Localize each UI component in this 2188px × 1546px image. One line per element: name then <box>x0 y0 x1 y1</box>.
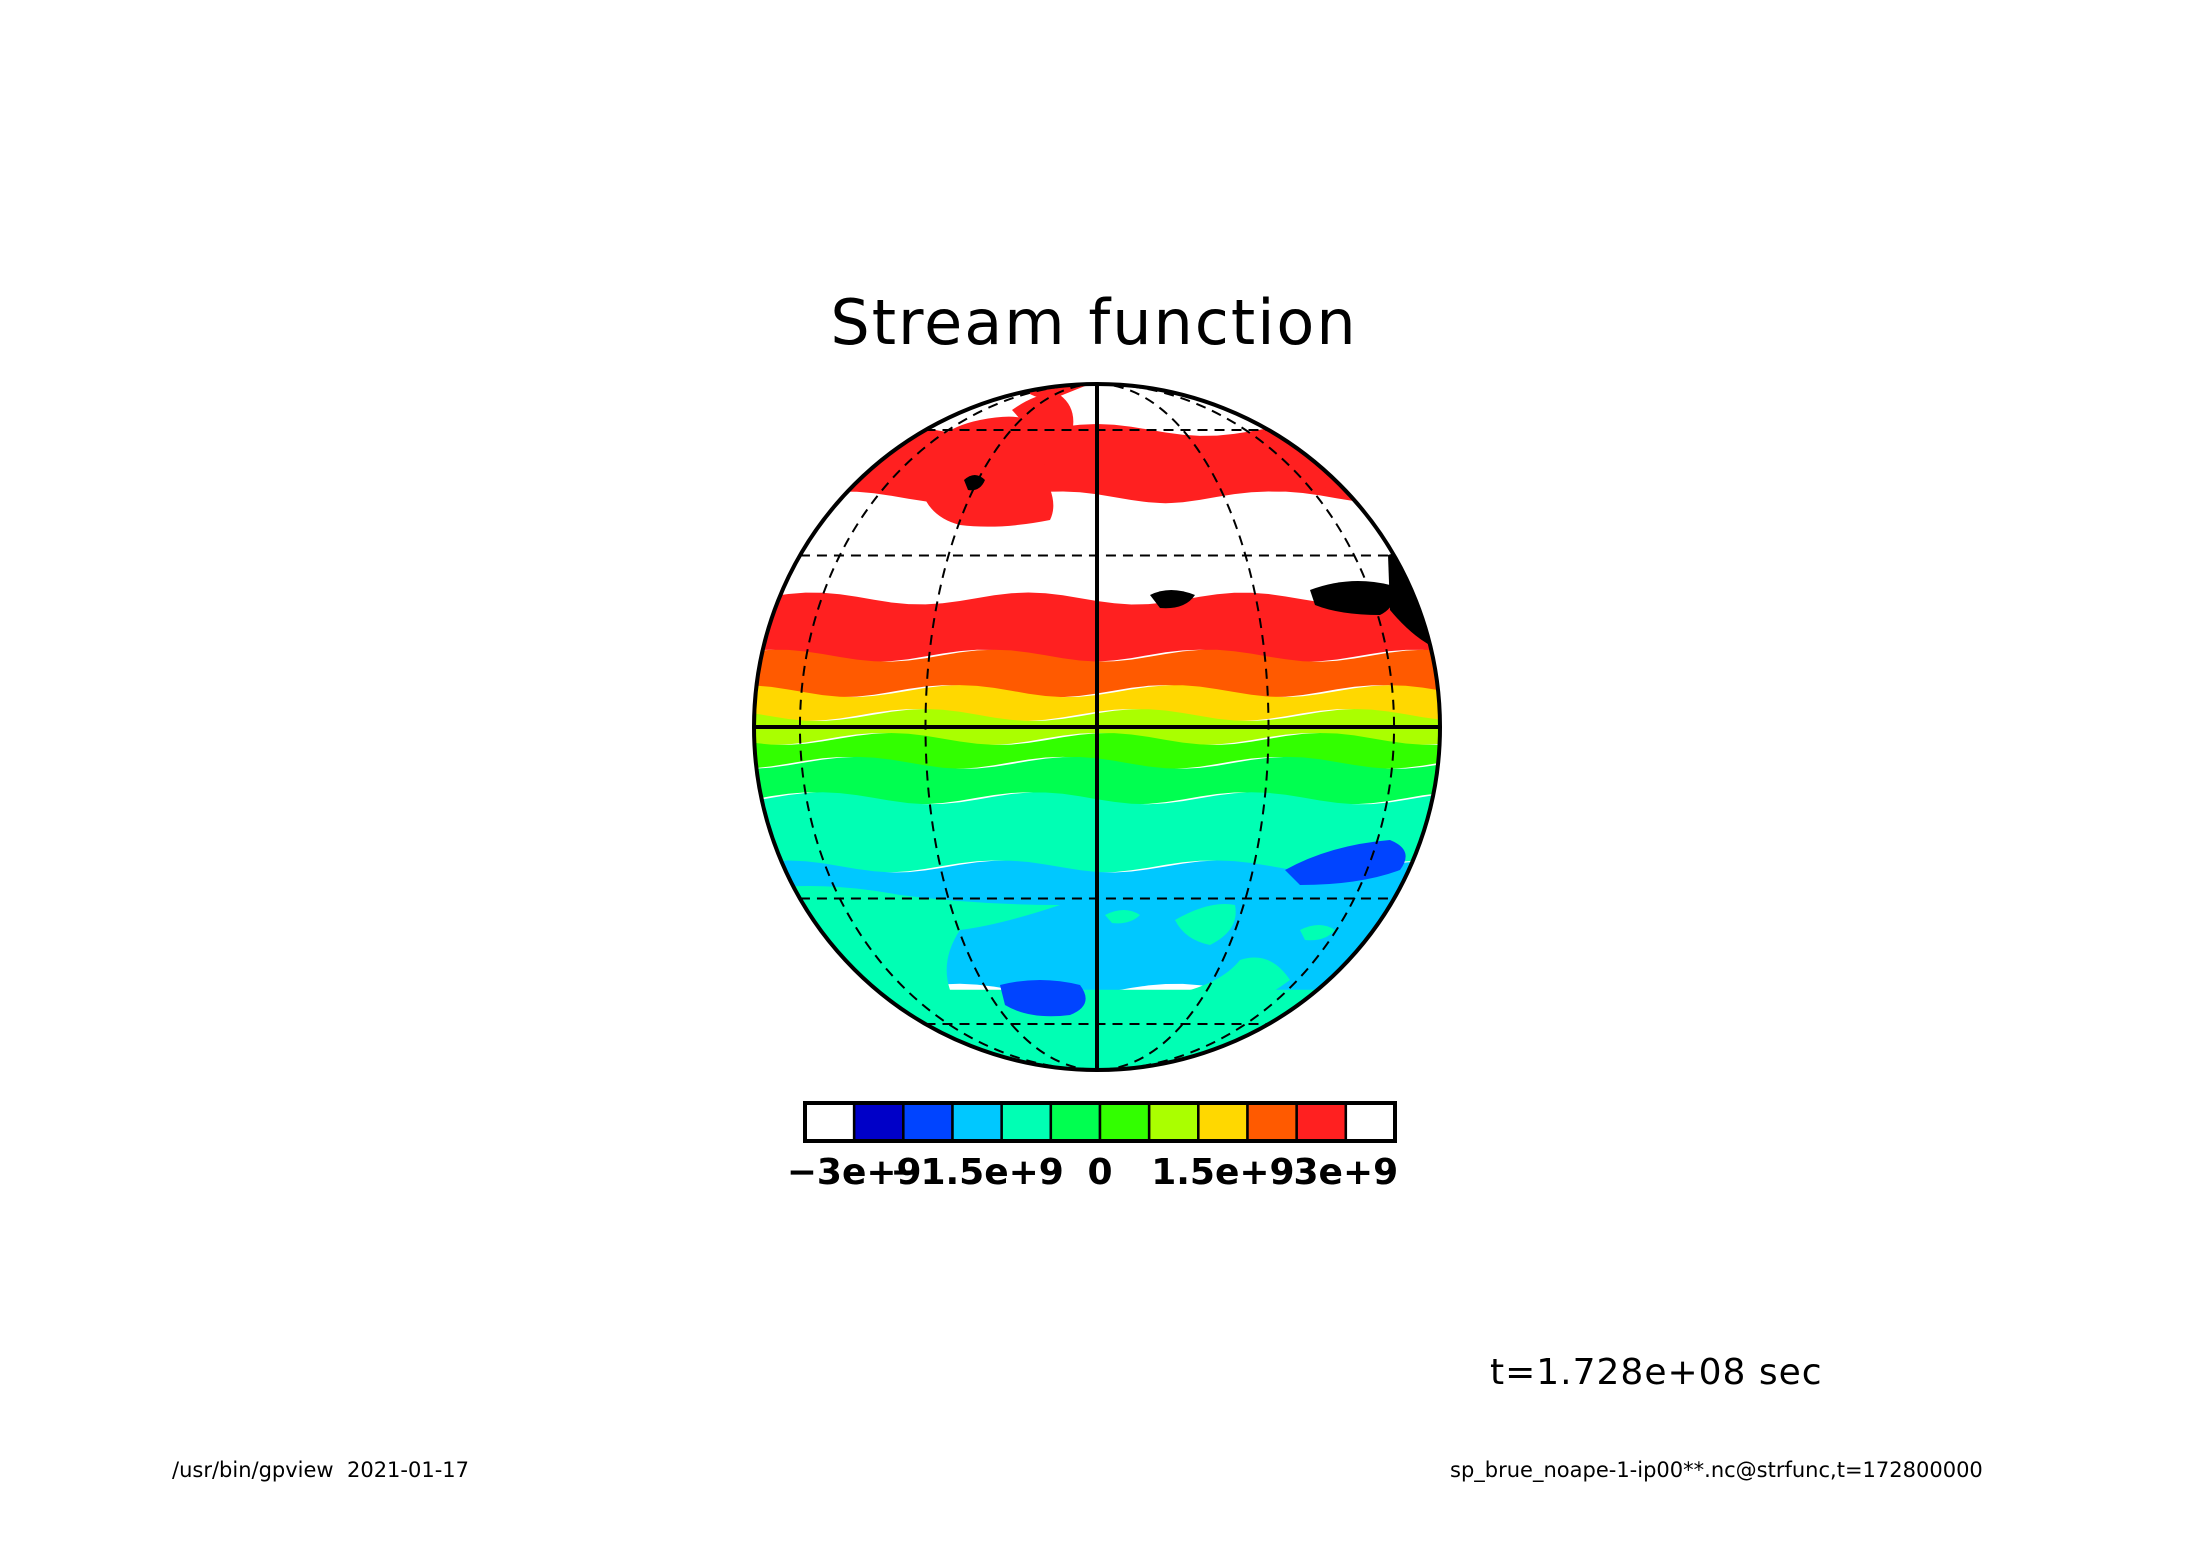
colorbar-tick-label: −3e+9 <box>786 1152 922 1193</box>
contour-patch-8 <box>1285 840 1406 885</box>
colorbar-cell-4 <box>1000 1101 1053 1143</box>
contour-patch-12 <box>1105 910 1140 924</box>
contour-patch-9 <box>1000 980 1086 1017</box>
colorbar-tick-label: 1.5e+9 <box>1151 1152 1295 1193</box>
colorbar-cell-3 <box>951 1101 1003 1143</box>
footer-program-path: /usr/bin/gpview <box>172 1458 334 1482</box>
longitude-line-60 <box>1096 384 1396 1070</box>
contour-patch-1 <box>1012 394 1074 442</box>
contour-patch-6 <box>1310 581 1394 615</box>
footer-date: 2021-01-17 <box>346 1458 470 1482</box>
colorbar-cell-1 <box>852 1101 905 1143</box>
chart-title: Stream function <box>830 286 1358 359</box>
contour-patch-14 <box>1300 925 1335 941</box>
footer-program: /usr/bin/gpview 2021-01-17 <box>172 1458 469 1482</box>
contour-patch-11 <box>1097 957 1290 1060</box>
contour-patch-5 <box>1150 590 1195 609</box>
colorbar-cell-5 <box>1049 1101 1102 1143</box>
colorbar-tick-label: −1.5e+9 <box>890 1152 1064 1193</box>
colorbar-cell-9 <box>1246 1101 1298 1143</box>
colorbar-cell-0 <box>803 1101 856 1143</box>
colorbar-tick-label: 0 <box>1087 1152 1113 1193</box>
contour-patch-4 <box>964 475 985 491</box>
contour-patch-3 <box>1300 468 1330 494</box>
colorbar-tick-label: 3e+9 <box>1293 1152 1399 1193</box>
footer-source: sp_brue_noape-1-ip00**.nc@strfunc,t=1728… <box>1450 1458 1983 1482</box>
contour-patch-0 <box>918 416 1054 527</box>
colorbar-cell-10 <box>1295 1101 1348 1143</box>
time-label: t=1.728e+08 sec <box>1490 1352 1823 1393</box>
colorbar <box>803 1101 1397 1143</box>
contour-patch-13 <box>1175 904 1236 945</box>
longitude-line--60 <box>798 384 1098 1070</box>
colorbar-cell-2 <box>902 1101 954 1143</box>
colorbar-cell-7 <box>1147 1101 1200 1143</box>
colorbar-cell-6 <box>1098 1101 1151 1143</box>
colorbar-cell-11 <box>1344 1101 1397 1143</box>
colorbar-cell-8 <box>1197 1101 1249 1143</box>
colorbar-frame <box>803 1101 1397 1143</box>
